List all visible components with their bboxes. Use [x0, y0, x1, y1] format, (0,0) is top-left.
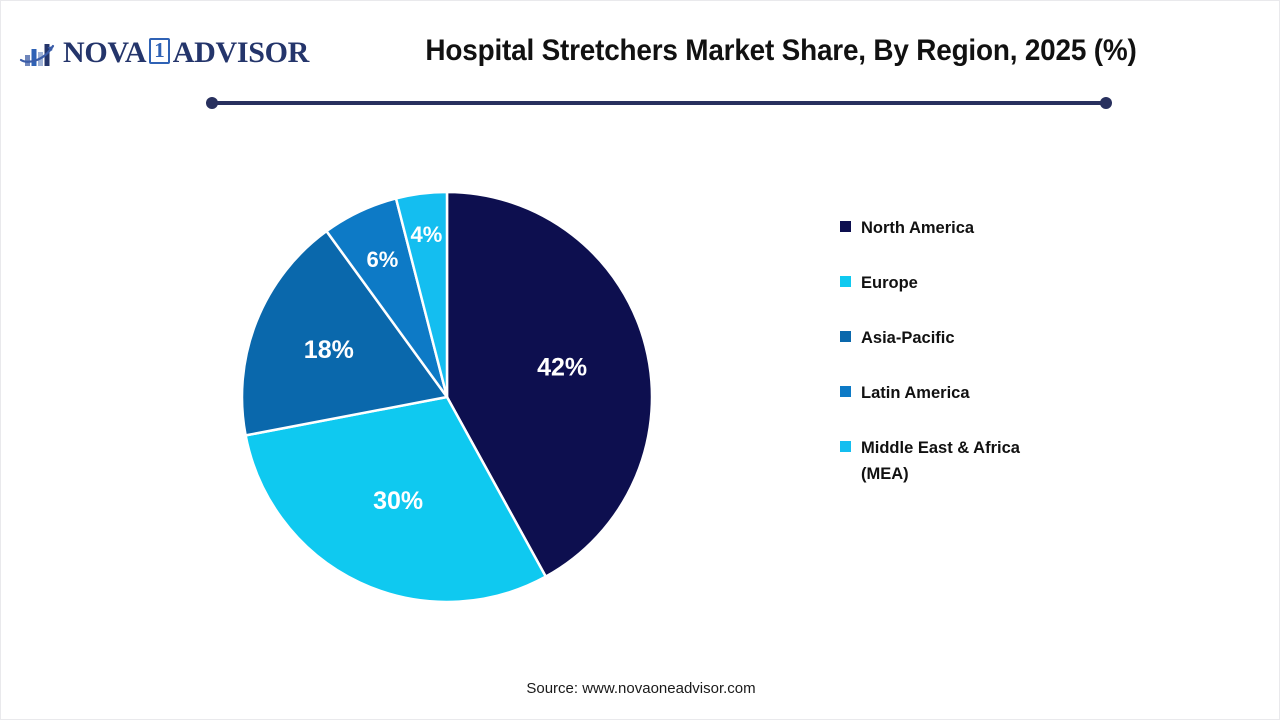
legend-item-label: Asia-Pacific	[861, 329, 955, 348]
chart-title: Hospital Stretchers Market Share, By Reg…	[425, 34, 1137, 67]
source-caption: Source: www.novaoneadvisor.com	[526, 680, 756, 697]
legend-item-label: Europe	[861, 274, 918, 293]
logo-badge-one: 1	[149, 38, 170, 64]
legend-item-label: Latin America	[861, 384, 970, 403]
logo-text-nova: NOVA	[63, 36, 147, 69]
pie-slice-label: 4%	[411, 222, 443, 247]
legend-swatch-icon	[840, 441, 851, 453]
legend-item-label: North America	[861, 219, 975, 237]
chart-legend: North America Europe Asia-Pacific Latin Ame…	[840, 215, 1170, 516]
pie-slice-label: 18%	[304, 336, 354, 364]
legend-item[interactable]: Europe	[840, 270, 1170, 296]
legend-swatch-icon	[840, 276, 851, 288]
pie-slice-label: 30%	[373, 487, 423, 515]
title-divider-rule	[206, 97, 1112, 109]
legend-item[interactable]: Middle East & Africa (MEA)	[840, 435, 1170, 487]
pie-slice[interactable]	[445, 190, 654, 578]
divider-dot-left	[206, 97, 218, 109]
pie-chart-svg: 42% 30% 18% 6% 4%	[240, 190, 654, 604]
logo-text-advisor: ADVISOR	[172, 36, 310, 69]
legend-item[interactable]: Latin America	[840, 380, 1170, 406]
pie-label-group: 42% 30% 18% 6% 4%	[304, 222, 587, 515]
legend-swatch-icon	[840, 331, 851, 343]
pie-slice-label: 6%	[367, 247, 399, 272]
pie-slice[interactable]	[240, 229, 449, 437]
legend-item[interactable]: North America	[840, 215, 1170, 241]
pie-slice-label: 42%	[537, 353, 587, 381]
pie-slice[interactable]	[244, 395, 548, 604]
pie-slice[interactable]	[394, 190, 449, 399]
legend-item[interactable]: Asia-Pacific	[840, 325, 1170, 351]
legend-swatch-icon	[840, 386, 851, 398]
pie-chart: 42% 30% 18% 6% 4%	[229, 179, 665, 615]
legend-item-label: Middle East & Africa (MEA)	[861, 439, 1020, 484]
pie-slice-group	[240, 190, 654, 604]
divider-dot-right	[1100, 97, 1112, 109]
nova-one-advisor-logo: NOVA 1 ADVISOR	[19, 31, 309, 75]
bar-chart-swoosh-icon	[19, 44, 55, 66]
legend-swatch-icon	[840, 221, 851, 232]
